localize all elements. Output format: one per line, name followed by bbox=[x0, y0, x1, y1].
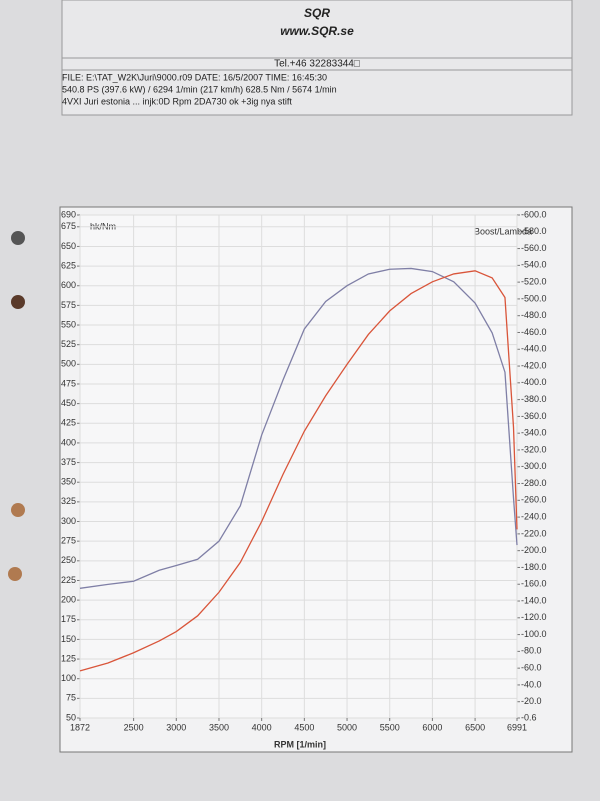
y2-tick-label: -20.0 bbox=[521, 696, 542, 706]
y2-tick-label: -60.0 bbox=[521, 663, 542, 673]
y-tick-label: 400 bbox=[61, 437, 76, 447]
y2-tick-label: -480.0 bbox=[521, 310, 547, 320]
y2-tick-label: -300.0 bbox=[521, 461, 547, 471]
punch-hole bbox=[11, 503, 25, 517]
y2-tick-label: -600.0 bbox=[521, 209, 547, 219]
y2-tick-label: -560.0 bbox=[521, 243, 547, 253]
y2-tick-label: -280.0 bbox=[521, 478, 547, 488]
y-tick-label: 425 bbox=[61, 418, 76, 428]
x-tick-label: 6000 bbox=[422, 722, 442, 732]
y2-tick-label: -240.0 bbox=[521, 511, 547, 521]
x-tick-label: 3500 bbox=[209, 722, 229, 732]
y2-axis-label: Boost/Lambda bbox=[474, 226, 532, 236]
phone: Tel.+46 32283344□ bbox=[274, 59, 360, 70]
y2-tick-label: -220.0 bbox=[521, 528, 547, 538]
y-tick-label: 475 bbox=[61, 378, 76, 388]
y-tick-label: 175 bbox=[61, 614, 76, 624]
y-tick-label: 300 bbox=[61, 516, 76, 526]
y2-tick-label: -0.6 bbox=[521, 712, 537, 722]
y2-tick-label: -520.0 bbox=[521, 277, 547, 287]
y-tick-label: 625 bbox=[61, 260, 76, 270]
y2-tick-label: -460.0 bbox=[521, 327, 547, 337]
y-tick-label: 450 bbox=[61, 398, 76, 408]
y2-tick-label: -320.0 bbox=[521, 444, 547, 454]
x-axis-label: RPM [1/min] bbox=[274, 739, 326, 749]
y-tick-label: 150 bbox=[61, 634, 76, 644]
x-tick-label: 3000 bbox=[166, 722, 186, 732]
y-tick-label: 125 bbox=[61, 653, 76, 663]
company: SQR bbox=[304, 6, 330, 20]
y-tick-label: 375 bbox=[61, 457, 76, 467]
y2-tick-label: -100.0 bbox=[521, 629, 547, 639]
result-line: 540.8 PS (397.6 kW) / 6294 1/min (217 km… bbox=[62, 84, 337, 94]
y-tick-label: 600 bbox=[61, 280, 76, 290]
y2-tick-label: -140.0 bbox=[521, 595, 547, 605]
y-tick-label: 225 bbox=[61, 575, 76, 585]
series-line bbox=[79, 270, 518, 672]
x-tick-label: 4000 bbox=[252, 722, 272, 732]
y2-tick-label: -360.0 bbox=[521, 411, 547, 421]
y-tick-label: 350 bbox=[61, 477, 76, 487]
series-line bbox=[79, 267, 518, 589]
y-tick-label: 575 bbox=[61, 300, 76, 310]
y-tick-label: 325 bbox=[61, 496, 76, 506]
punch-hole bbox=[11, 231, 25, 245]
y-tick-label: 650 bbox=[61, 241, 76, 251]
website: www.SQR.se bbox=[280, 24, 354, 38]
y2-tick-label: -580.0 bbox=[521, 226, 547, 236]
x-tick-label: 1872 bbox=[70, 722, 90, 732]
x-tick-label: 6500 bbox=[465, 722, 485, 732]
y2-tick-label: -180.0 bbox=[521, 562, 547, 572]
y-tick-label: 550 bbox=[61, 319, 76, 329]
y-tick-label: 500 bbox=[61, 359, 76, 369]
plot-area bbox=[79, 214, 518, 719]
y2-tick-label: -500.0 bbox=[521, 293, 547, 303]
y2-tick-label: -40.0 bbox=[521, 679, 542, 689]
y2-tick-label: -160.0 bbox=[521, 579, 547, 589]
y2-tick-label: -200.0 bbox=[521, 545, 547, 555]
punch-hole bbox=[8, 567, 22, 581]
y2-tick-label: -540.0 bbox=[521, 260, 547, 270]
note-line: 4VXI Juri estonia ... injk:0D Rpm 2DA730… bbox=[62, 96, 292, 106]
y-tick-label: 75 bbox=[66, 693, 76, 703]
y2-tick-label: -400.0 bbox=[521, 377, 547, 387]
y2-tick-label: -440.0 bbox=[521, 344, 547, 354]
y-tick-label: 50 bbox=[66, 712, 76, 722]
x-tick-label: 6991 bbox=[507, 722, 527, 732]
y-tick-label: 275 bbox=[61, 536, 76, 546]
x-tick-label: 2500 bbox=[124, 722, 144, 732]
y2-tick-label: -80.0 bbox=[521, 646, 542, 656]
y-tick-label: 690 bbox=[61, 209, 76, 219]
x-tick-label: 5000 bbox=[337, 722, 357, 732]
y-tick-label: 250 bbox=[61, 555, 76, 565]
y-tick-label: 100 bbox=[61, 673, 76, 683]
y2-tick-label: -420.0 bbox=[521, 360, 547, 370]
file-line: FILE: E:\TAT_W2K\Juri\9000.r09 DATE: 16/… bbox=[62, 72, 327, 82]
punch-hole bbox=[11, 295, 25, 309]
y-tick-label: 675 bbox=[61, 221, 76, 231]
y2-tick-label: -260.0 bbox=[521, 495, 547, 505]
x-tick-label: 4500 bbox=[294, 722, 314, 732]
y-tick-label: 200 bbox=[61, 594, 76, 604]
y2-tick-label: -340.0 bbox=[521, 428, 547, 438]
x-tick-label: 5500 bbox=[380, 722, 400, 732]
y2-tick-label: -380.0 bbox=[521, 394, 547, 404]
y-tick-label: 525 bbox=[61, 339, 76, 349]
y2-tick-label: -120.0 bbox=[521, 612, 547, 622]
